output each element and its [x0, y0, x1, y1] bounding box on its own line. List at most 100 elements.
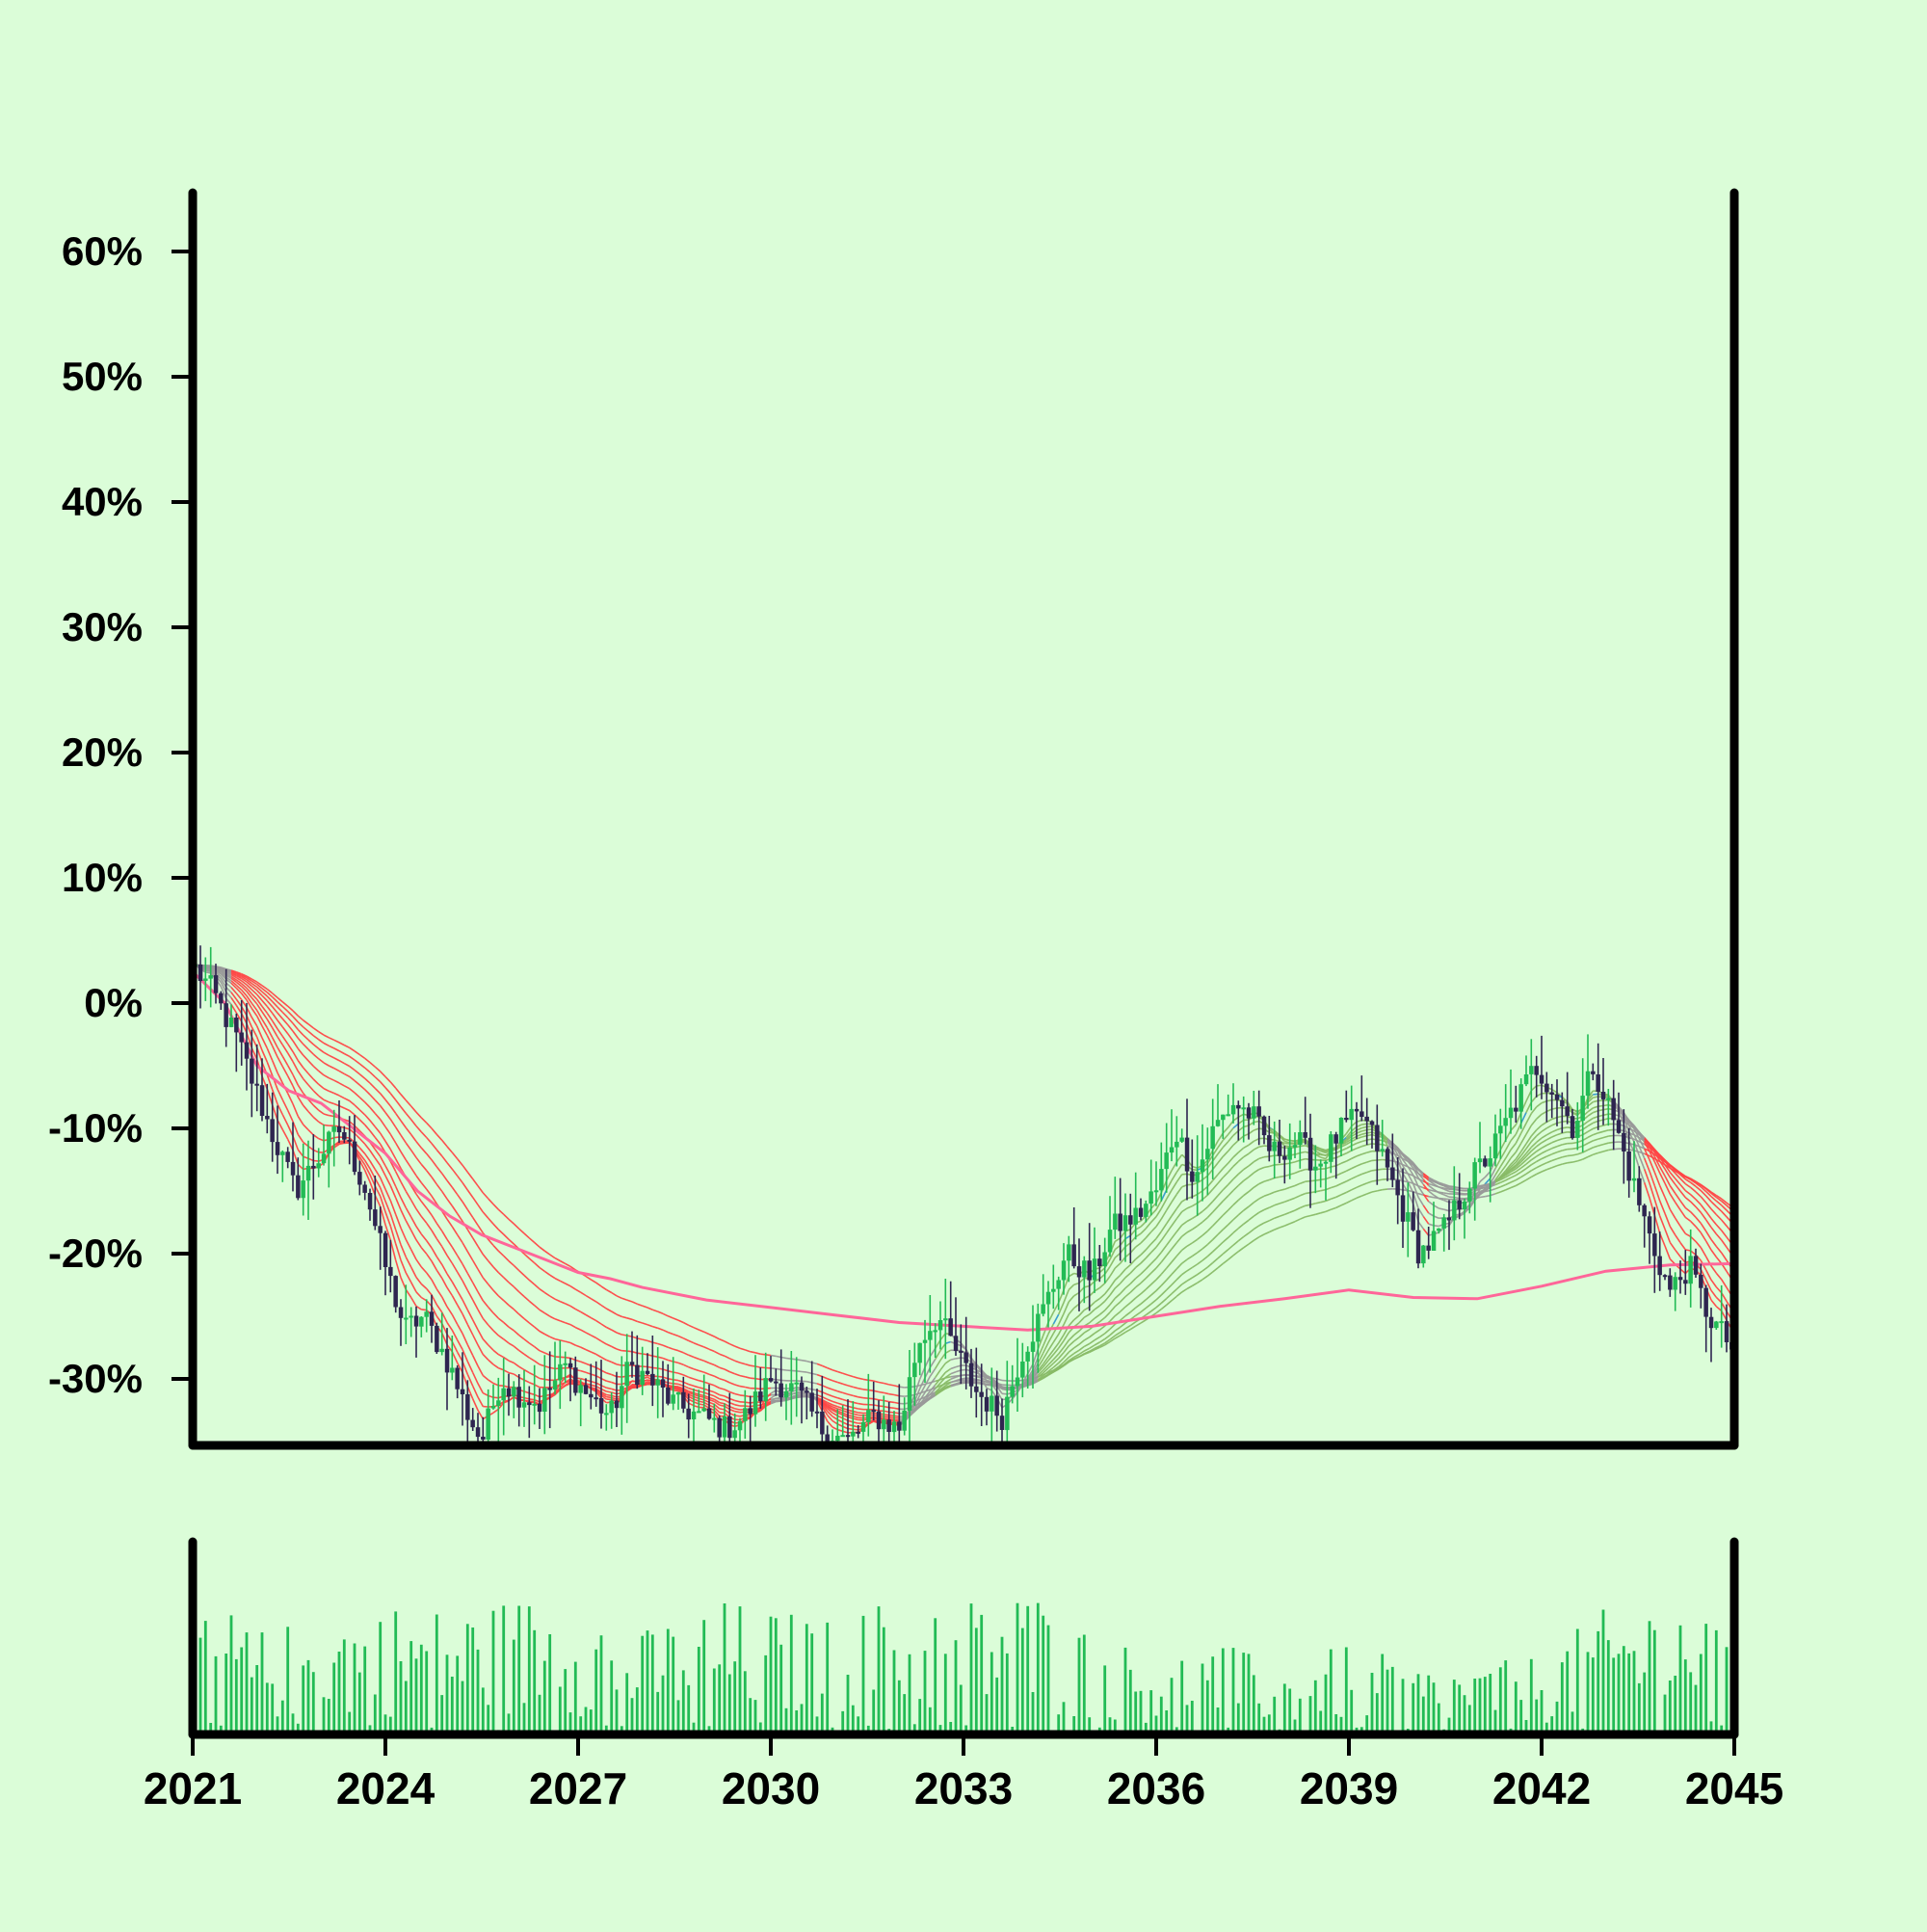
ma-ribbon-segment — [282, 1129, 287, 1139]
ma-ribbon-segment — [293, 1104, 298, 1117]
ma-ribbon-segment — [899, 1396, 904, 1397]
ma-ribbon-segment — [550, 1337, 555, 1338]
ma-ribbon-segment — [298, 1134, 303, 1142]
ma-ribbon-segment — [1500, 1190, 1505, 1192]
volume-bar — [1519, 1700, 1522, 1734]
ma-ribbon-segment — [1198, 1260, 1202, 1264]
ma-ribbon-segment — [1141, 1258, 1146, 1263]
volume-bar — [1649, 1621, 1651, 1734]
ma-ribbon-segment — [473, 1335, 478, 1345]
candle-body — [979, 1392, 984, 1397]
ma-ribbon-segment — [1213, 1247, 1218, 1252]
ma-ribbon-segment — [498, 1230, 503, 1234]
ma-ribbon-segment — [1336, 1205, 1341, 1208]
ma-ribbon-segment — [406, 1127, 410, 1134]
ma-ribbon-segment — [1233, 1161, 1238, 1166]
ma-ribbon-segment — [406, 1239, 410, 1249]
ma-ribbon-segment — [1146, 1295, 1150, 1300]
candle-body — [584, 1385, 589, 1394]
ma-ribbon-segment — [1141, 1250, 1146, 1255]
ma-ribbon-segment — [1280, 1226, 1284, 1228]
ma-ribbon-segment — [416, 1157, 421, 1164]
ma-ribbon-segment — [406, 1273, 410, 1283]
ma-ribbon-segment — [488, 1199, 493, 1204]
ma-ribbon-segment — [529, 1383, 534, 1385]
ma-ribbon-segment — [1711, 1202, 1716, 1206]
ma-ribbon-segment — [350, 1047, 355, 1051]
ma-ribbon-segment — [1233, 1241, 1238, 1245]
ma-ribbon-segment — [359, 1074, 364, 1079]
candle-body — [974, 1387, 979, 1392]
x-tick-label: 2021 — [144, 1763, 242, 1813]
ma-ribbon-segment — [319, 1059, 324, 1063]
ma-ribbon-segment — [1172, 1231, 1176, 1238]
ma-ribbon-segment — [1187, 1243, 1192, 1246]
candle-body — [1247, 1107, 1252, 1118]
ma-ribbon-segment — [1485, 1196, 1490, 1197]
ma-ribbon-segment — [837, 1416, 842, 1418]
ma-ribbon-segment — [1084, 1314, 1089, 1317]
ma-ribbon-segment — [1167, 1275, 1172, 1281]
candle-body — [1688, 1256, 1693, 1284]
ma-ribbon-segment — [447, 1199, 452, 1205]
ma-ribbon-segment — [1480, 1192, 1485, 1193]
ma-ribbon-segment — [298, 1048, 303, 1055]
ma-ribbon-segment — [1228, 1232, 1233, 1237]
candle-body — [959, 1351, 964, 1353]
volume-bar — [960, 1685, 963, 1735]
candle-body — [316, 1163, 321, 1168]
ma-ribbon-segment — [350, 1111, 355, 1115]
volume-bar — [1299, 1699, 1302, 1734]
ma-ribbon-segment — [355, 1060, 359, 1064]
ma-ribbon-segment — [1254, 1226, 1258, 1230]
volume-bar — [1001, 1637, 1004, 1734]
volume-bar — [647, 1630, 649, 1734]
ma-ribbon-segment — [1367, 1151, 1372, 1152]
ma-ribbon-segment — [1192, 1170, 1197, 1171]
ma-ribbon-segment — [529, 1280, 534, 1284]
ma-ribbon-segment — [401, 1210, 406, 1221]
ma-ribbon-segment — [416, 1126, 421, 1132]
ma-ribbon-segment — [720, 1395, 725, 1396]
candle-body — [769, 1378, 774, 1382]
ma-ribbon-segment — [273, 1046, 277, 1057]
candle-body — [1601, 1092, 1606, 1099]
ma-ribbon-segment — [1377, 1190, 1382, 1191]
ma-ribbon-segment — [837, 1424, 842, 1427]
ma-ribbon-segment — [504, 1278, 509, 1283]
ma-ribbon-segment — [683, 1323, 688, 1326]
ma-ribbon-segment — [1136, 1263, 1141, 1267]
x-tick-label: 2030 — [722, 1763, 820, 1813]
volume-bar — [1032, 1692, 1035, 1734]
ma-ribbon-segment — [560, 1261, 565, 1264]
ma-ribbon-segment — [1213, 1183, 1218, 1189]
ma-ribbon-segment — [1552, 1159, 1557, 1161]
volume-bar — [1171, 1678, 1174, 1734]
ma-ribbon-segment — [1361, 1126, 1366, 1127]
candle-body — [1472, 1162, 1477, 1188]
ma-ribbon-segment — [355, 1051, 359, 1055]
candle-body — [1185, 1138, 1190, 1172]
ma-ribbon-segment — [1676, 1194, 1680, 1202]
ma-ribbon-segment — [945, 1369, 950, 1373]
ma-ribbon-segment — [1182, 1271, 1187, 1275]
ma-ribbon-segment — [1192, 1215, 1197, 1218]
ma-ribbon-segment — [745, 1406, 750, 1407]
ma-ribbon-segment — [1300, 1194, 1305, 1196]
ma-ribbon-segment — [1228, 1145, 1233, 1151]
ma-ribbon-segment — [745, 1396, 750, 1397]
ma-ribbon-segment — [1290, 1222, 1295, 1224]
ma-ribbon-segment — [406, 1113, 410, 1120]
candle-body — [331, 1126, 336, 1132]
volume-bar — [805, 1624, 808, 1734]
volume-bar — [343, 1639, 346, 1734]
ma-ribbon-segment — [1161, 1256, 1166, 1262]
volume-bar — [1124, 1648, 1127, 1734]
ma-ribbon-segment — [1542, 1163, 1546, 1165]
ma-ribbon-segment — [458, 1159, 462, 1166]
ma-ribbon-segment — [427, 1273, 432, 1280]
ma-ribbon-segment — [462, 1334, 467, 1345]
candle-body — [1632, 1178, 1637, 1181]
ma-ribbon-segment — [1603, 1136, 1608, 1138]
candle-body — [1503, 1118, 1508, 1125]
